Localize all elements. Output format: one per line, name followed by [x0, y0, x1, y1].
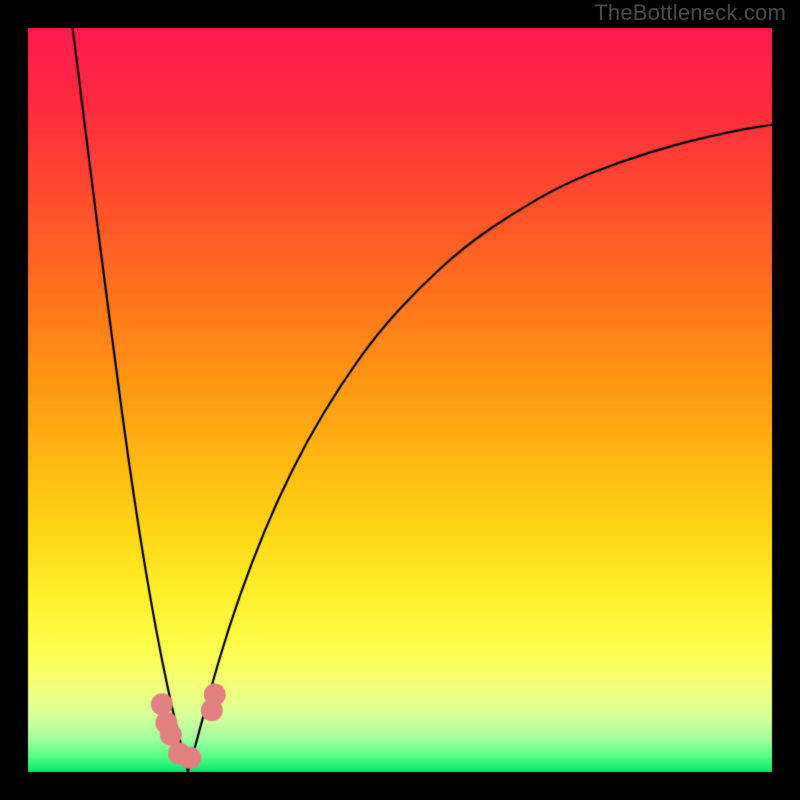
- watermark-text: TheBottleneck.com: [594, 0, 786, 26]
- chart-container: TheBottleneck.com: [0, 0, 800, 800]
- bottleneck-curve-chart: [0, 0, 800, 800]
